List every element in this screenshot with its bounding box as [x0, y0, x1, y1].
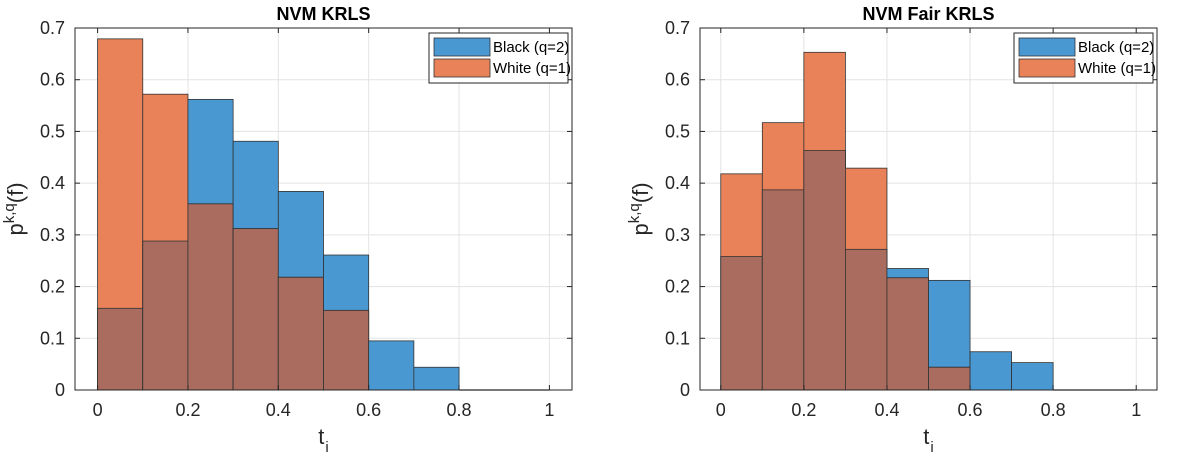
x-axis-label-sub: i [325, 439, 328, 456]
bar-black-6 [969, 351, 1012, 391]
bar-black-7 [1011, 362, 1054, 391]
bar-black-7 [413, 366, 460, 391]
legend-swatch-white [433, 58, 491, 78]
histogram-panel-left: 0 0.2 0.4 0.6 0.8 1 0 0.1 0.2 0.3 0.4 0.5 0.6 0.7 NVM … [1, 4, 573, 456]
y-tick-label: 0.4 [40, 173, 65, 193]
x-axis-label: ti [318, 424, 328, 456]
y-tick-label: 0.2 [40, 277, 65, 297]
y-tick-label: 0.1 [665, 328, 690, 348]
legend-swatch-white [1018, 58, 1076, 78]
legend-label-white: White (q=1) [1078, 60, 1156, 77]
y-axis-label-sup: k,q [626, 203, 643, 223]
chart-title-left: NVM KRLS [277, 4, 371, 24]
bar-overlap-1 [761, 189, 805, 391]
bar-black-6 [368, 340, 415, 391]
x-tick-label: 1 [1131, 400, 1141, 420]
x-tick-label: 0 [716, 400, 726, 420]
y-tick-label: 0.6 [40, 70, 65, 90]
legend-label-white: White (q=1) [493, 60, 571, 77]
bar-overlap-5 [323, 309, 370, 391]
legend: Black (q=2) White (q=1) [428, 32, 571, 84]
y-tick-label: 0.4 [665, 173, 690, 193]
x-tick-label: 0 [93, 400, 103, 420]
bar-overlap-4 [277, 276, 324, 391]
x-tick-label: 0.2 [175, 400, 200, 420]
bar-overlap-0 [720, 256, 763, 391]
x-axis-label-main: t [318, 424, 324, 449]
x-tick-label: 0.8 [1041, 400, 1066, 420]
legend-label-black: Black (q=2) [1078, 39, 1154, 56]
y-tick-label: 0 [680, 380, 690, 400]
axes-box [699, 27, 1158, 391]
legend-label-black: Black (q=2) [493, 39, 569, 56]
bar-overlap-2 [187, 203, 234, 391]
axes-box [74, 27, 573, 391]
bar-overlap-3 [232, 228, 279, 391]
y-axis-label: pk,q(f) [626, 182, 653, 235]
x-tick-label: 0.4 [874, 400, 899, 420]
y-tick-label: 0.6 [665, 70, 690, 90]
x-axis-label: ti [923, 424, 933, 456]
bar-overlap-4 [886, 277, 929, 391]
x-tick-label: 0.4 [266, 400, 291, 420]
x-tick-label: 1 [544, 400, 554, 420]
y-tick-label: 0.3 [40, 225, 65, 245]
y-axis-label-main: p [3, 223, 28, 235]
y-axis-label: pk,q(f) [1, 182, 28, 235]
x-axis-label-sub: i [930, 439, 933, 456]
y-axis-label-sup: k,q [1, 203, 18, 223]
legend-swatch-black [433, 37, 491, 57]
x-tick-label: 0.8 [447, 400, 472, 420]
y-tick-label: 0.2 [665, 277, 690, 297]
x-tick-label: 0.6 [958, 400, 983, 420]
y-tick-label: 0.7 [40, 18, 65, 38]
y-tick-label: 0.7 [665, 18, 690, 38]
histogram-panel-right: 0 0.2 0.4 0.6 0.8 1 0 0.1 0.2 0.3 0.4 0.5 0.6 0.7 NVM … [626, 4, 1158, 456]
y-tick-label: 0 [55, 380, 65, 400]
x-tick-label: 0.2 [791, 400, 816, 420]
chart-title-right: NVM Fair KRLS [862, 4, 994, 24]
y-tick-label: 0.1 [40, 328, 65, 348]
bar-overlap-2 [803, 150, 846, 391]
legend-swatch-black [1018, 37, 1076, 57]
y-axis-label-suffix: (f) [3, 182, 28, 203]
legend: Black (q=2) White (q=1) [1013, 32, 1156, 84]
x-axis-label-main: t [923, 424, 929, 449]
y-tick-label: 0.5 [40, 121, 65, 141]
y-tick-label: 0.3 [665, 225, 690, 245]
bar-overlap-5 [928, 366, 971, 391]
bar-overlap-3 [845, 248, 888, 391]
y-axis-label-suffix: (f) [628, 182, 653, 203]
y-tick-label: 0.5 [665, 121, 690, 141]
bar-overlap-1 [142, 240, 189, 391]
bar-overlap-0 [97, 307, 144, 391]
x-tick-label: 0.6 [356, 400, 381, 420]
y-axis-label-main: p [628, 223, 653, 235]
